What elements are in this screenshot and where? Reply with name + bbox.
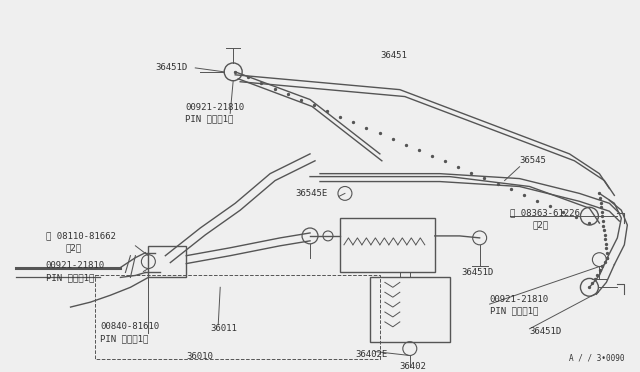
Text: 36451: 36451 xyxy=(380,51,407,60)
Text: 36545: 36545 xyxy=(520,156,547,165)
Text: A / / 3•0090: A / / 3•0090 xyxy=(569,354,625,363)
Text: 36451D: 36451D xyxy=(156,63,188,73)
Text: Ⓢ 08363-61226: Ⓢ 08363-61226 xyxy=(509,209,579,218)
Text: 36010: 36010 xyxy=(187,352,214,361)
Text: 36451D: 36451D xyxy=(529,327,562,336)
Text: 36451D: 36451D xyxy=(461,268,494,277)
Text: 36402E: 36402E xyxy=(355,350,387,359)
Text: 36545E: 36545E xyxy=(295,189,327,198)
Text: PIN ビン（1）: PIN ビン（1） xyxy=(490,307,538,315)
Text: （2）: （2） xyxy=(65,243,82,252)
Bar xyxy=(370,278,450,341)
Text: PIN ビン（1）: PIN ビン（1） xyxy=(100,334,149,343)
Text: 00921-21810: 00921-21810 xyxy=(45,261,105,270)
Text: 00840-81610: 00840-81610 xyxy=(100,322,159,331)
Text: Ⓑ 08110-81662: Ⓑ 08110-81662 xyxy=(45,231,115,240)
Text: （2）: （2） xyxy=(532,221,548,230)
Text: 00921-21810: 00921-21810 xyxy=(490,295,548,304)
Text: PIN ビン（1）: PIN ビン（1） xyxy=(186,115,234,124)
Bar xyxy=(340,218,435,272)
Text: PIN ビン（1）: PIN ビン（1） xyxy=(45,273,94,282)
Text: 36011: 36011 xyxy=(210,324,237,333)
Bar xyxy=(148,246,186,278)
Text: 00921-21810: 00921-21810 xyxy=(186,103,244,112)
Text: 36402: 36402 xyxy=(400,362,427,371)
Bar xyxy=(95,275,380,359)
